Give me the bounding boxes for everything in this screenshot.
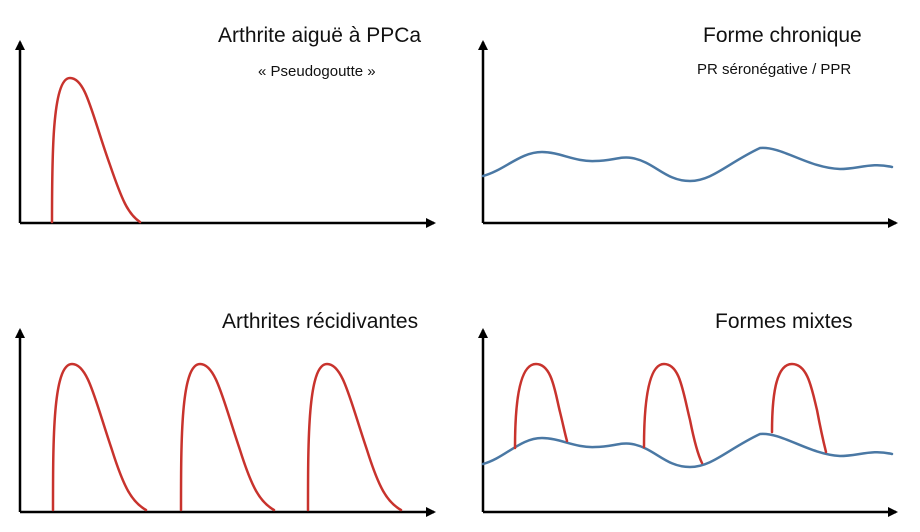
mixed-flare-3 bbox=[770, 362, 828, 454]
mixed-chronic-wave bbox=[481, 432, 894, 469]
chronic-wave-curve bbox=[481, 146, 894, 183]
panel-acute-subtitle: « Pseudogoutte » bbox=[258, 63, 376, 80]
panel-chronic: Forme chronique PR séronégative / PPR bbox=[478, 24, 898, 228]
panel-recurrent-title: Arthrites récidivantes bbox=[222, 310, 418, 333]
panel-acute-title: Arthrite aiguë à PPCa bbox=[218, 24, 421, 47]
panel-chronic-subtitle: PR séronégative / PPR bbox=[697, 61, 851, 78]
recurrent-flare-1 bbox=[51, 362, 148, 512]
panel-mixed: Formes mixtes bbox=[478, 310, 898, 517]
panel-recurrent: Arthrites récidivantes bbox=[15, 310, 436, 517]
panel-mixed-title: Formes mixtes bbox=[715, 310, 853, 333]
acute-flare-curve bbox=[50, 76, 142, 224]
mixed-flare-1 bbox=[513, 362, 569, 450]
panel-chronic-title: Forme chronique bbox=[703, 24, 862, 47]
mixed-flare-2 bbox=[642, 362, 704, 465]
panel-acute: Arthrite aiguë à PPCa « Pseudogoutte » bbox=[15, 24, 436, 228]
recurrent-flare-2 bbox=[179, 362, 276, 512]
recurrent-flare-3 bbox=[306, 362, 403, 512]
